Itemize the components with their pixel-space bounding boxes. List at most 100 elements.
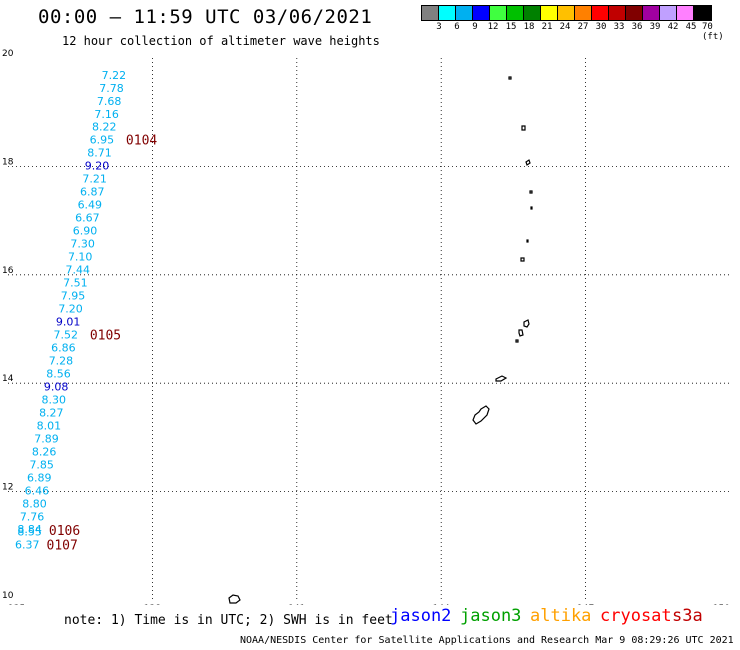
island-outline [521, 125, 526, 131]
wave-height-value: 6.37 [15, 539, 40, 552]
wave-height-value: 7.22 [102, 69, 127, 82]
wave-height-value: 8.26 [32, 445, 57, 458]
island-outline [520, 257, 525, 262]
lon-tick-label: 144 [433, 604, 450, 605]
map-title: 00:00 – 11:59 UTC 03/06/2021 [38, 6, 373, 28]
wave-height-value: 7.21 [82, 172, 107, 185]
map-subtitle: 12 hour collection of altimeter wave hei… [62, 34, 380, 48]
legend-tick-label: 18 [523, 22, 535, 32]
legend-tick-label: 70 (ft) [702, 22, 724, 42]
legend-tick-label: 33 [613, 22, 625, 32]
island-outline [228, 594, 241, 604]
wave-height-value: 9.08 [44, 380, 69, 393]
lon-tick-label: 141 [288, 604, 305, 605]
lat-tick-label: 16 [2, 266, 14, 276]
islands [228, 76, 533, 604]
wave-height-value: 9.01 [56, 315, 81, 328]
lat-tick-label: 14 [2, 374, 14, 384]
satellite-name-altika: altika [530, 606, 592, 626]
wave-height-value: 7.95 [61, 289, 86, 302]
wave-height-value: 6.87 [80, 185, 105, 198]
lat-tick-label: 20 [2, 49, 14, 59]
lat-lon-grid: 135 138 141 144 147 150 20 18 16 14 12 10 [2, 49, 730, 605]
wave-height-value: 8.56 [46, 367, 71, 380]
legend-tick-label: 12 [487, 22, 499, 32]
wave-height-value: 8.80 [22, 498, 47, 511]
wave-height-value: 8.22 [92, 120, 117, 133]
legend-tick-label: 15 [505, 22, 517, 32]
wave-height-readings: 7.227.787.687.168.226.958.719.207.216.87… [15, 69, 126, 552]
legend-swatch [575, 6, 592, 20]
wave-height-value: 8.27 [39, 406, 64, 419]
island-outline [526, 239, 529, 243]
legend-swatch [541, 6, 558, 20]
lat-tick-label: 12 [2, 483, 13, 493]
pass-label: 0104 [126, 133, 157, 148]
legend-swatch [439, 6, 456, 20]
legend-swatch [609, 6, 626, 20]
pass-label: 0106 [49, 524, 80, 539]
legend-swatch [660, 6, 677, 20]
color-legend-bar [421, 5, 712, 21]
map-plot: 135138141144147150201816141210 7.227.787… [2, 49, 730, 605]
legend-swatch [558, 6, 575, 20]
wave-height-value: 9.20 [85, 159, 110, 172]
island-outline [508, 76, 512, 80]
wave-height-value: 7.51 [63, 276, 88, 289]
lon-tick-label: 138 [144, 604, 161, 605]
wave-height-value: 6.90 [73, 224, 98, 237]
legend-swatch [677, 6, 694, 20]
wave-height-value: 6.95 [90, 133, 115, 146]
wave-height-value: 7.52 [54, 328, 79, 341]
legend-tick-label: 6 [454, 22, 460, 32]
wave-height-value: 7.89 [34, 432, 59, 445]
island-outline [530, 206, 533, 210]
wave-height-value: 6.46 [25, 485, 50, 498]
legend-swatch [524, 6, 541, 20]
pass-label: 0107 [47, 539, 78, 554]
satellite-name-s3a: s3a [672, 606, 703, 626]
legend-tick-label: 30 [595, 22, 607, 32]
legend-swatch [490, 6, 507, 20]
wave-height-value: 7.20 [58, 302, 83, 315]
wave-height-value: 8.01 [37, 419, 62, 432]
satellite-name-cryosat: cryosat [600, 606, 672, 626]
legend-tick-label: 39 [649, 22, 661, 32]
wave-height-value: 8.55 [17, 526, 42, 539]
lon-tick-label: 147 [577, 604, 594, 605]
legend-tick-label: 45 [685, 22, 697, 32]
wave-height-value: 8.84 [17, 523, 42, 536]
wave-height-value: 6.49 [78, 198, 103, 211]
legend-tick-label: 21 [541, 22, 553, 32]
lat-tick-label: 10 [2, 591, 14, 601]
wave-height-value: 7.10 [68, 250, 93, 263]
lon-tick-label: 150 [713, 604, 730, 605]
legend-swatch [592, 6, 609, 20]
legend-tick-label: 9 [472, 22, 478, 32]
island-outline [515, 339, 519, 343]
island-outline [529, 190, 533, 194]
wave-height-value: 7.85 [29, 459, 54, 472]
satellite-name-jason2: jason2 [390, 606, 452, 626]
legend-swatch [626, 6, 643, 20]
wave-height-value: 6.67 [75, 211, 100, 224]
legend-tick-label: 42 [667, 22, 679, 32]
wave-height-value: 7.68 [97, 95, 122, 108]
island-outline [518, 329, 524, 337]
wave-height-value: 7.30 [70, 237, 95, 250]
legend-tick-label: 24 [559, 22, 571, 32]
wave-height-value: 7.16 [94, 108, 119, 121]
legend-swatch [507, 6, 524, 20]
legend-swatch [422, 6, 439, 20]
pass-label: 0105 [90, 328, 121, 343]
legend-swatch [643, 6, 660, 20]
wave-height-value: 7.76 [20, 511, 45, 524]
island-outline [525, 159, 531, 166]
wave-height-value: 6.86 [51, 341, 76, 354]
island-outline [472, 405, 490, 425]
credit-line: NOAA/NESDIS Center for Satellite Applica… [240, 635, 734, 646]
lat-tick-label: 18 [2, 157, 14, 167]
legend-tick-label: 27 [577, 22, 589, 32]
wave-height-value: 7.28 [49, 354, 74, 367]
legend-tick-label: 36 [631, 22, 643, 32]
